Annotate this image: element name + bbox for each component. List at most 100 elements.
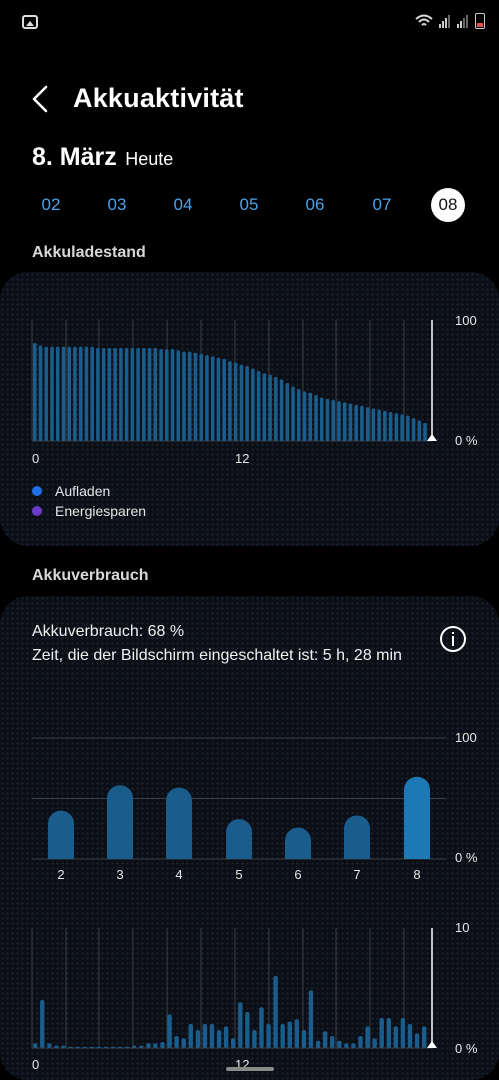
level-bar xyxy=(285,382,290,441)
hourly-bar xyxy=(124,1046,130,1048)
daily-y-max-label: 100 xyxy=(455,730,477,745)
level-bar xyxy=(371,408,376,441)
status-bar xyxy=(0,0,499,44)
level-bar xyxy=(90,346,94,441)
level-bar xyxy=(136,347,140,441)
level-bar xyxy=(50,346,54,441)
hourly-bar xyxy=(103,1046,109,1048)
hourly-bar xyxy=(174,1036,179,1048)
battery-icon xyxy=(475,13,485,29)
hourly-bar xyxy=(421,1026,427,1048)
signal-icon xyxy=(457,15,468,28)
level-bar xyxy=(182,351,186,441)
level-bar xyxy=(337,401,341,441)
hourly-bar xyxy=(82,1046,87,1048)
hourly-usage-chart xyxy=(31,928,437,1049)
hourly-bar xyxy=(188,1024,193,1048)
date-main: 8. März xyxy=(32,143,117,171)
tab-day-05[interactable]: 05 xyxy=(239,195,259,214)
tab-day-02[interactable]: 02 xyxy=(41,195,61,214)
level-bar xyxy=(377,409,381,441)
level-bar xyxy=(176,350,181,441)
hourly-bar xyxy=(400,1018,406,1048)
level-bar xyxy=(113,347,117,441)
hourly-bar xyxy=(181,1038,186,1048)
level-bar xyxy=(216,357,221,441)
hourly-bar xyxy=(322,1031,328,1048)
level-bar xyxy=(193,352,198,441)
level-bar xyxy=(101,347,106,441)
hourly-y-max-label: 10 xyxy=(455,920,470,935)
legend-label-power-saving: Energiesparen xyxy=(55,503,147,519)
level-bar xyxy=(314,395,318,441)
level-bar xyxy=(256,370,261,441)
level-y-min-label: 0 % xyxy=(455,433,478,448)
level-bar xyxy=(96,347,100,441)
usage-percent-text: Akkuverbrauch: 68 % xyxy=(32,623,185,640)
hourly-bar xyxy=(301,1030,307,1048)
tab-day-04[interactable]: 04 xyxy=(173,195,193,214)
level-bar xyxy=(67,346,71,441)
hourly-bar xyxy=(209,1024,215,1048)
daily-x-label-4: 4 xyxy=(175,867,182,880)
hourly-bar xyxy=(379,1018,384,1048)
level-bar xyxy=(274,376,278,441)
level-bar xyxy=(239,364,244,441)
hourly-bar xyxy=(231,1038,236,1048)
daily-x-label-8: 8 xyxy=(413,867,420,880)
level-bar xyxy=(302,391,307,441)
level-bar xyxy=(153,347,158,441)
daily-x-label-6: 6 xyxy=(294,867,301,880)
hourly-bar xyxy=(245,1012,250,1048)
daily-x-label-3: 3 xyxy=(116,867,123,880)
hourly-bar xyxy=(280,1024,285,1048)
hourly-bar xyxy=(117,1046,123,1048)
hourly-bar xyxy=(167,1014,172,1048)
level-bar xyxy=(411,418,416,441)
legend-dot-power-saving xyxy=(32,506,42,516)
level-bar xyxy=(406,415,410,441)
daily-bar-2 xyxy=(48,810,74,859)
level-bar xyxy=(199,353,203,441)
level-bar xyxy=(354,404,358,441)
level-bar xyxy=(297,388,301,441)
hourly-bar xyxy=(132,1045,137,1048)
level-bar xyxy=(325,398,330,441)
info-icon[interactable] xyxy=(440,626,466,652)
hourly-bar xyxy=(259,1007,264,1048)
level-bar xyxy=(383,410,387,441)
level-bar xyxy=(331,399,335,441)
level-bar xyxy=(55,346,60,441)
level-bar xyxy=(245,365,249,441)
tab-day-07[interactable]: 07 xyxy=(372,195,392,214)
level-bar xyxy=(107,347,112,441)
level-bar xyxy=(423,422,427,441)
tab-day-06[interactable]: 06 xyxy=(305,195,325,214)
hourly-bar xyxy=(195,1030,201,1048)
hourly-bar xyxy=(146,1043,151,1048)
battery-level-card: 100 0 % 0 12 Aufladen Energiesparen xyxy=(0,272,499,546)
hourly-bar xyxy=(372,1038,377,1048)
daily-bar-6 xyxy=(285,827,311,859)
back-button[interactable] xyxy=(28,84,54,114)
daily-bar-7 xyxy=(344,815,370,859)
hourly-bar xyxy=(386,1018,391,1048)
level-bar xyxy=(394,413,399,441)
level-bar xyxy=(205,355,209,441)
hourly-bar xyxy=(47,1043,52,1048)
level-bar xyxy=(400,414,404,441)
hourly-bar xyxy=(266,1024,271,1048)
hourly-bar xyxy=(216,1030,222,1048)
home-indicator[interactable] xyxy=(226,1067,274,1071)
level-y-max-label: 100 xyxy=(455,313,477,328)
level-bar xyxy=(279,379,284,441)
level-bar xyxy=(44,346,49,441)
legend-label-charging: Aufladen xyxy=(55,483,111,499)
screen-time-text: Zeit, die der Bildschirm eingeschaltet i… xyxy=(32,647,402,664)
level-bar xyxy=(78,346,83,441)
usage-section-title: Akkuverbrauch xyxy=(32,567,149,584)
daily-x-label-7: 7 xyxy=(353,867,360,880)
tab-day-03[interactable]: 03 xyxy=(107,195,127,214)
level-bar xyxy=(348,403,353,441)
tab-day-08[interactable]: 08 xyxy=(431,188,465,222)
